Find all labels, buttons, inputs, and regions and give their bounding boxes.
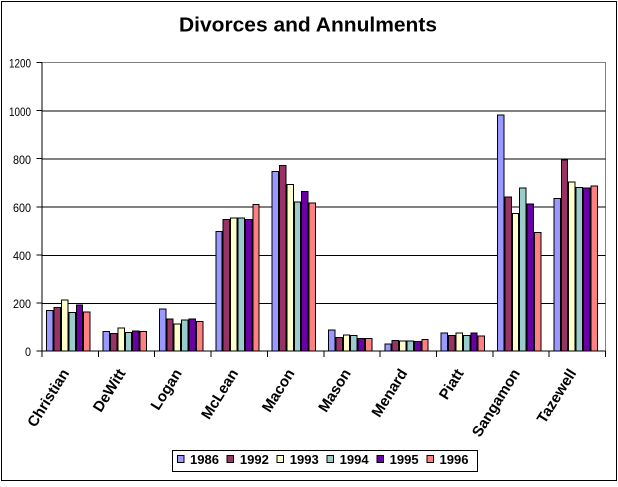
svg-text:400: 400 xyxy=(13,249,31,263)
svg-text:1000: 1000 xyxy=(9,105,31,119)
svg-text:1994: 1994 xyxy=(340,453,369,467)
svg-text:1986: 1986 xyxy=(190,453,219,467)
svg-text:800: 800 xyxy=(13,153,31,167)
svg-text:1996: 1996 xyxy=(440,453,469,467)
svg-text:1995: 1995 xyxy=(390,453,419,467)
svg-text:600: 600 xyxy=(13,201,31,215)
svg-text:0: 0 xyxy=(25,345,31,359)
svg-text:1993: 1993 xyxy=(290,453,319,467)
svg-text:1992: 1992 xyxy=(240,453,269,467)
svg-text:1200: 1200 xyxy=(9,57,31,71)
svg-text:Divorces and Annulments: Divorces and Annulments xyxy=(179,15,437,37)
svg-text:200: 200 xyxy=(13,297,31,311)
